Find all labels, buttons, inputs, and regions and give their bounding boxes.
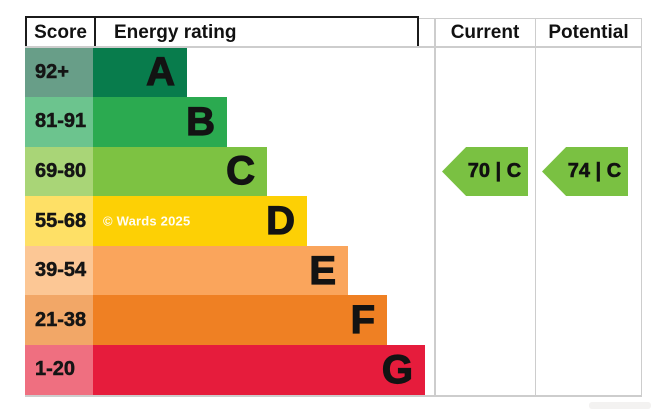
table-row: 1-20 G xyxy=(25,345,425,395)
score-range: 55-68 xyxy=(25,196,93,246)
score-range: 21-38 xyxy=(25,295,93,346)
score-range: 1-20 xyxy=(25,345,93,395)
header-divider-line xyxy=(25,45,642,48)
potential-column-left-border xyxy=(534,17,536,396)
chart-header: Score Energy rating xyxy=(25,16,419,47)
energy-band-bar: E xyxy=(93,245,348,296)
table-row: 69-80 C xyxy=(25,146,425,197)
score-range: 81-91 xyxy=(25,97,93,147)
score-range: 92+ xyxy=(25,47,93,98)
table-row: 81-91 B xyxy=(25,97,425,147)
energy-band-bar: A xyxy=(93,47,187,98)
table-row: 92+ A xyxy=(25,47,425,98)
score-column-header: Score xyxy=(27,18,96,47)
energy-band-bar: G xyxy=(92,345,425,395)
table-right-border xyxy=(640,17,642,396)
current-column-left-border xyxy=(434,17,436,396)
current-rating-label: 70 | C xyxy=(467,160,522,183)
faint-watermark xyxy=(589,402,651,409)
epc-rows: 92+ A 81-91 B 69-80 C 55-68 D © Wards 2025 39-54 E… xyxy=(25,47,425,395)
current-column-header: Current xyxy=(450,22,520,43)
band-letter: B xyxy=(186,99,216,144)
band-letter: E xyxy=(309,248,337,293)
table-row: 39-54 E xyxy=(25,245,425,296)
energy-band-bar: B xyxy=(93,97,227,147)
table-row: 21-38 F xyxy=(25,295,425,346)
band-letter: C xyxy=(226,149,256,194)
potential-rating-arrow: 74 | C xyxy=(542,147,628,196)
potential-column-header: Potential xyxy=(548,22,629,43)
band-letter: F xyxy=(350,298,376,343)
table-row: 55-68 D © Wards 2025 xyxy=(25,196,425,246)
energy-band-bar: F xyxy=(93,295,387,346)
score-range: 39-54 xyxy=(25,245,93,296)
potential-rating-label: 74 | C xyxy=(567,160,622,183)
copyright-watermark: © Wards 2025 xyxy=(103,213,191,229)
energy-rating-column-header: Energy rating xyxy=(114,21,237,43)
top-border-right xyxy=(419,17,642,19)
band-letter: D xyxy=(266,199,296,244)
bottom-border-line xyxy=(25,394,642,397)
score-range: 69-80 xyxy=(25,146,93,197)
current-rating-arrow: 70 | C xyxy=(442,147,528,196)
energy-band-bar: C xyxy=(93,146,267,197)
band-letter: G xyxy=(381,347,413,392)
band-letter: A xyxy=(146,50,176,95)
energy-band-bar: D © Wards 2025 xyxy=(93,196,307,246)
